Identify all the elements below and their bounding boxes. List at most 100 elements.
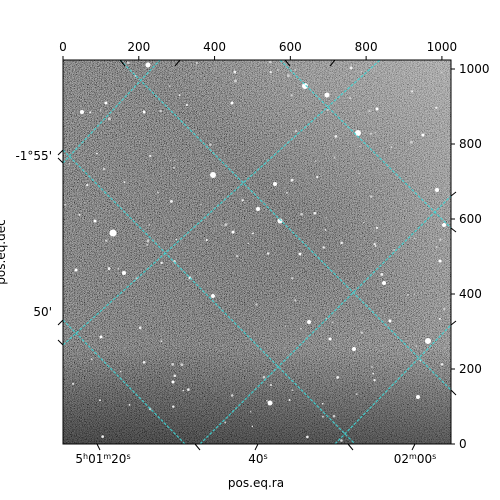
faint-star	[409, 140, 413, 144]
wcs-tick-mark	[254, 443, 259, 451]
x-axis-title: pos.eq.ra	[228, 476, 284, 490]
faint-star	[440, 71, 443, 74]
star	[382, 281, 386, 285]
wcs-tick-mark	[119, 59, 126, 67]
star	[416, 395, 420, 399]
faint-star	[78, 213, 81, 216]
faint-star	[294, 68, 297, 71]
faint-star	[172, 405, 175, 408]
faint-star	[247, 243, 250, 245]
wcs-tick-mark	[57, 319, 64, 326]
faint-star	[175, 238, 178, 241]
faint-star	[368, 109, 371, 113]
faint-star	[360, 331, 363, 335]
faint-star	[171, 362, 175, 366]
grid-line	[63, 60, 381, 346]
faint-star	[285, 191, 288, 194]
faint-star	[99, 399, 101, 402]
faint-star	[255, 303, 258, 306]
faint-star	[159, 109, 162, 113]
star	[425, 338, 431, 344]
faint-star	[321, 402, 324, 405]
faint-star	[371, 366, 373, 368]
faint-star	[411, 90, 414, 93]
faint-star	[160, 261, 163, 265]
faint-star	[64, 203, 67, 206]
top-pixel-tick-label: 200	[127, 40, 150, 54]
grid-line	[63, 60, 161, 164]
faint-star	[178, 94, 181, 97]
wcs-tick-mark	[57, 339, 64, 346]
wcs-ticks: 5h01m20s 40s 02m00s -1°55' 50'	[15, 59, 457, 467]
star	[145, 62, 151, 68]
faint-star	[250, 411, 252, 413]
grid-line	[279, 60, 451, 229]
faint-star	[185, 103, 188, 107]
faint-star	[294, 299, 297, 302]
faint-star	[195, 61, 198, 65]
star	[80, 110, 84, 114]
faint-star	[440, 363, 444, 366]
star	[277, 218, 283, 224]
faint-star	[182, 389, 184, 392]
faint-star	[142, 361, 146, 364]
faint-star	[336, 375, 340, 379]
faint-star	[126, 61, 130, 64]
faint-star	[407, 294, 409, 296]
top-pixel-tick-label: 800	[355, 40, 378, 54]
star	[375, 107, 379, 111]
wcs-tick-mark	[450, 227, 457, 233]
faint-star	[393, 249, 395, 251]
faint-star	[290, 94, 293, 97]
star	[438, 259, 442, 263]
faint-star	[173, 166, 176, 169]
dec-tick-label: 50'	[33, 305, 52, 319]
star	[122, 271, 126, 275]
faint-star	[146, 244, 148, 246]
ra-tick-label: 5h01m20s	[75, 452, 130, 467]
faint-star	[149, 154, 152, 157]
wcs-tick-mark	[96, 443, 101, 451]
faint-star	[102, 167, 106, 171]
top-pixel-tick-label: 400	[203, 40, 226, 54]
faint-star	[439, 238, 442, 241]
faint-star	[156, 191, 159, 194]
top-pixel-tick-label: 1000	[427, 40, 458, 54]
wcs-tick-mark	[174, 59, 181, 67]
faint-star	[226, 223, 228, 225]
faint-star	[221, 224, 223, 226]
star	[328, 337, 332, 341]
wcs-tick-mark	[450, 320, 457, 326]
faint-star	[380, 273, 384, 276]
star	[230, 101, 234, 105]
wcs-tick-mark	[284, 59, 291, 67]
faint-star	[435, 106, 438, 109]
faint-star	[372, 372, 375, 375]
grid-line	[334, 324, 451, 444]
star	[99, 335, 103, 339]
faint-star	[173, 374, 177, 378]
faint-star	[266, 252, 270, 255]
plot-frame	[62, 59, 452, 445]
faint-star	[224, 223, 228, 226]
grid-line	[63, 319, 186, 444]
faint-star	[160, 340, 163, 343]
faint-star	[284, 325, 286, 327]
faint-star	[123, 181, 126, 184]
faint-star	[322, 246, 325, 249]
star	[267, 400, 273, 406]
faint-star	[104, 239, 108, 242]
wcs-tick-mark	[57, 157, 64, 164]
dec-tick-label: -1°55'	[15, 149, 52, 163]
faint-star	[333, 156, 336, 159]
wcs-tick-mark	[57, 149, 64, 156]
faint-star	[321, 415, 324, 418]
faint-star	[269, 383, 273, 387]
top-pixel-tick-label: 0	[59, 40, 67, 54]
faint-star	[173, 159, 176, 161]
star	[435, 188, 439, 192]
coordinate-grid	[63, 60, 451, 444]
faint-star	[86, 183, 89, 187]
faint-star	[169, 199, 173, 203]
faint-star	[294, 129, 298, 133]
